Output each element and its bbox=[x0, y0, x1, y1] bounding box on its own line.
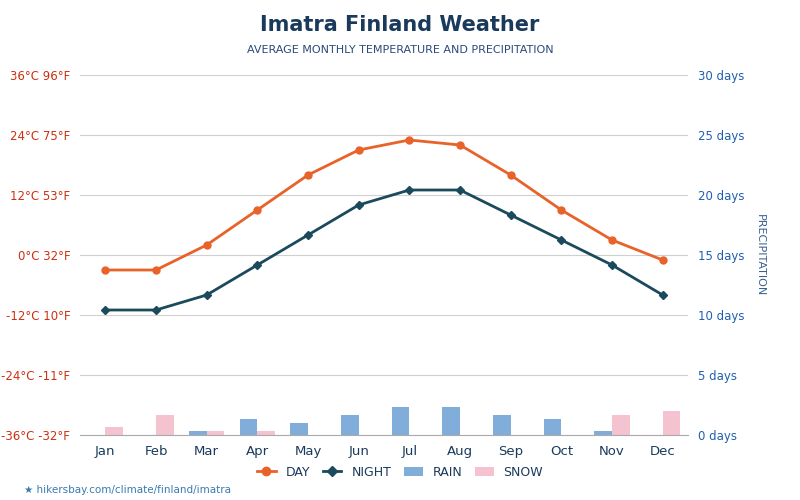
Y-axis label: PRECIPITATION: PRECIPITATION bbox=[755, 214, 765, 296]
Bar bbox=[189, 431, 206, 435]
Bar bbox=[493, 415, 510, 435]
Legend: DAY, NIGHT, RAIN, SNOW: DAY, NIGHT, RAIN, SNOW bbox=[252, 461, 548, 484]
Bar bbox=[341, 415, 358, 435]
Bar bbox=[392, 407, 410, 435]
Bar bbox=[612, 415, 630, 435]
Bar bbox=[594, 431, 612, 435]
Bar bbox=[543, 419, 562, 435]
Bar bbox=[156, 415, 174, 435]
Text: ★ hikersbay.com/climate/finland/imatra: ★ hikersbay.com/climate/finland/imatra bbox=[24, 485, 231, 495]
Bar bbox=[206, 431, 224, 435]
Bar bbox=[258, 431, 275, 435]
Bar bbox=[442, 407, 460, 435]
Text: AVERAGE MONTHLY TEMPERATURE AND PRECIPITATION: AVERAGE MONTHLY TEMPERATURE AND PRECIPIT… bbox=[246, 45, 554, 55]
Bar bbox=[662, 411, 680, 435]
Text: Imatra Finland Weather: Imatra Finland Weather bbox=[260, 15, 540, 35]
Bar bbox=[290, 423, 308, 435]
Bar bbox=[106, 427, 123, 435]
Bar bbox=[240, 419, 258, 435]
